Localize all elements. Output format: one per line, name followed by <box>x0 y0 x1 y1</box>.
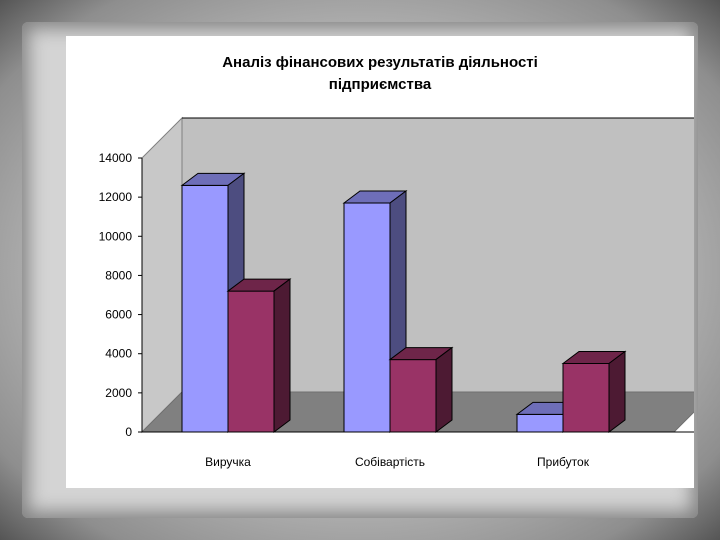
y-tick-label: 8000 <box>105 268 132 282</box>
chart-area: Аналіз фінансових результатів діяльності… <box>66 36 694 488</box>
bar-side-1-1 <box>435 346 453 433</box>
bar-side-2-1 <box>608 350 626 433</box>
chart-title: Аналіз фінансових результатів діяльності… <box>66 52 694 96</box>
x-category-label: Прибуток <box>537 455 590 469</box>
bar-front-2-0 <box>516 413 564 433</box>
y-tick-label: 2000 <box>105 386 132 400</box>
chart-title-line1: Аналіз фінансових результатів діяльності <box>222 54 538 71</box>
y-tick-label: 12000 <box>99 190 133 204</box>
bar-front-0-0 <box>181 184 229 433</box>
bar-side-0-1 <box>273 278 291 433</box>
chart-side-wall <box>141 116 183 434</box>
x-category-label: Виручка <box>205 455 251 469</box>
y-tick-label: 10000 <box>99 229 133 243</box>
bar-front-1-1 <box>389 359 437 433</box>
y-tick-label: 6000 <box>105 308 132 322</box>
bar-front-2-1 <box>562 363 610 433</box>
y-tick-label: 0 <box>125 425 132 439</box>
bar-front-0-1 <box>227 290 275 433</box>
y-tick-label: 4000 <box>105 347 132 361</box>
chart-title-line2: підприємства <box>328 76 432 93</box>
chart-plot: 0 2000 4000 6000 8000 10000 12000 14000 Виручка С… <box>99 116 694 469</box>
bar-front-1-0 <box>343 202 391 433</box>
x-category-label: Собівартість <box>355 455 425 469</box>
y-tick-label: 14000 <box>99 151 133 165</box>
